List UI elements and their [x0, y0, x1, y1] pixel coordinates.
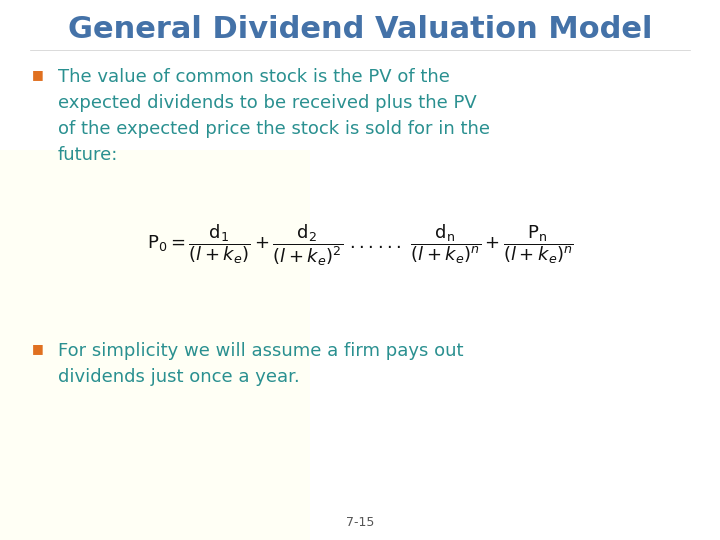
Text: ■: ■ [32, 68, 44, 81]
Text: 7-15: 7-15 [346, 516, 374, 529]
Text: ■: ■ [32, 342, 44, 355]
Text: $\mathrm{P_0} = \dfrac{\mathrm{d_1}}{(l+k_e)} + \dfrac{\mathrm{d_2}}{(l+k_e)^2}\: $\mathrm{P_0} = \dfrac{\mathrm{d_1}}{(l+… [147, 222, 573, 268]
Text: dividends just once a year.: dividends just once a year. [58, 368, 300, 386]
Text: future:: future: [58, 146, 118, 164]
Text: expected dividends to be received plus the PV: expected dividends to be received plus t… [58, 94, 477, 112]
Text: The value of common stock is the PV of the: The value of common stock is the PV of t… [58, 68, 450, 86]
Text: For simplicity we will assume a firm pays out: For simplicity we will assume a firm pay… [58, 342, 464, 360]
Text: of the expected price the stock is sold for in the: of the expected price the stock is sold … [58, 120, 490, 138]
Bar [0, 150, 310, 540]
Text: General Dividend Valuation Model: General Dividend Valuation Model [68, 16, 652, 44]
